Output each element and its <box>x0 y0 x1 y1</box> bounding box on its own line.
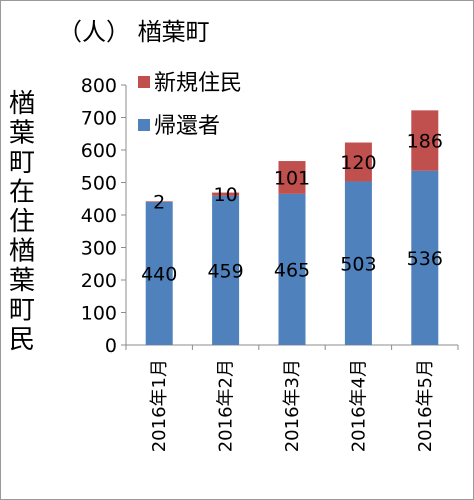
data-label-new-residents: 2 <box>153 192 165 214</box>
y-tick-label: 300 <box>81 238 117 260</box>
data-label-new-residents: 10 <box>214 184 238 206</box>
data-label-returnees: 536 <box>407 248 443 270</box>
y-tick-label: 200 <box>81 270 117 292</box>
bar-segment-new-residents <box>212 192 240 196</box>
y-axis-label-char: 葉 <box>9 266 35 296</box>
y-tick-label: 400 <box>81 205 117 227</box>
bar-segment-returnees <box>145 202 173 345</box>
y-axis-label-char: 葉 <box>9 119 35 149</box>
x-tick-label: 2016年2月 <box>216 359 237 452</box>
bar-segment-returnees <box>278 193 306 345</box>
legend-swatch <box>138 119 150 131</box>
data-label-returnees: 465 <box>274 259 310 281</box>
bar-segment-new-residents <box>344 142 372 182</box>
y-tick-label: 600 <box>81 140 117 162</box>
y-tick-label: 100 <box>81 303 117 325</box>
bar-segment-new-residents <box>278 161 306 194</box>
bar-segment-returnees <box>212 195 240 345</box>
legend-label: 帰還者 <box>154 114 220 139</box>
x-tick-label: 2016年5月 <box>415 359 436 452</box>
y-axis-label-char: 民 <box>9 325 35 355</box>
data-label-new-residents: 120 <box>340 152 376 174</box>
y-tick-label: 700 <box>81 108 117 130</box>
y-axis-label-char: 町 <box>9 148 35 178</box>
legend-swatch <box>138 76 150 88</box>
y-axis-label-char: 楢 <box>9 237 35 267</box>
data-label-new-residents: 101 <box>274 167 310 189</box>
y-tick-label: 500 <box>81 173 117 195</box>
y-axis-label-char: 在 <box>9 178 35 208</box>
bar-segment-new-residents <box>145 201 173 202</box>
x-tick-label: 2016年3月 <box>282 359 303 452</box>
x-tick-label: 2016年1月 <box>149 359 170 452</box>
y-tick-label: 0 <box>105 335 117 357</box>
data-label-returnees: 503 <box>340 253 376 275</box>
y-axis-label-char: 住 <box>9 207 35 237</box>
y-axis-label-char: 楢 <box>9 89 35 119</box>
data-label-new-residents: 186 <box>407 131 443 153</box>
data-label-returnees: 459 <box>207 260 243 282</box>
chart-title: （人） 楢葉町 <box>58 18 210 46</box>
x-tick-label: 2016年4月 <box>348 359 369 452</box>
data-label-returnees: 440 <box>141 264 177 286</box>
y-tick-label: 800 <box>81 75 117 97</box>
bar-segment-returnees <box>411 170 439 345</box>
plot-area: 0 100 200 300 400 500 600 700 800 440 2 2016年1月 459 1… <box>81 71 459 452</box>
y-axis-label-char: 町 <box>9 296 35 326</box>
legend-label: 新規住民 <box>154 71 242 96</box>
bar-segment-new-residents <box>411 110 439 171</box>
bar-segment-returnees <box>344 181 372 345</box>
